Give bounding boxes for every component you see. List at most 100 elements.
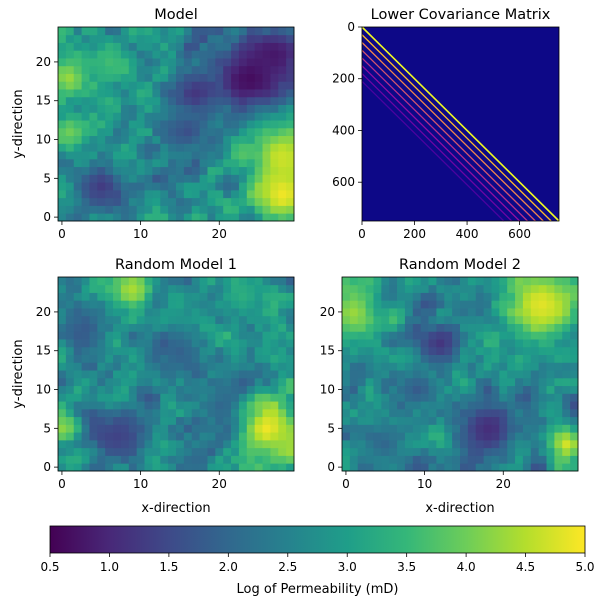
heatmap-cell bbox=[262, 377, 271, 387]
heatmap-cell bbox=[65, 197, 75, 206]
heatmap-cell bbox=[515, 432, 524, 441]
heatmap-cell bbox=[97, 58, 106, 67]
heatmap-cell bbox=[160, 292, 169, 301]
heatmap-cell bbox=[207, 292, 216, 301]
x-tick-label: 400 bbox=[456, 227, 479, 241]
heatmap-cell bbox=[365, 277, 374, 286]
heatmap-cell bbox=[507, 339, 516, 348]
heatmap-cell bbox=[499, 315, 508, 324]
heatmap-cell bbox=[507, 424, 516, 433]
heatmap-cell bbox=[278, 112, 287, 121]
heatmap-cell bbox=[270, 120, 279, 129]
heatmap-cell bbox=[168, 447, 177, 456]
heatmap-cell bbox=[467, 385, 477, 394]
heatmap-cell bbox=[136, 104, 145, 113]
heatmap-cell bbox=[223, 339, 232, 348]
heatmap-cell bbox=[381, 308, 390, 317]
heatmap-cell bbox=[58, 151, 67, 160]
y-tick-label: 5 bbox=[43, 421, 51, 435]
heatmap-cell bbox=[223, 135, 232, 144]
x-tick-label: 0 bbox=[58, 227, 66, 241]
heatmap-cell bbox=[105, 455, 114, 464]
heatmap-cell bbox=[460, 393, 469, 402]
heatmap-cell bbox=[113, 346, 122, 355]
heatmap-cell bbox=[270, 455, 279, 464]
heatmap-cell bbox=[522, 284, 532, 293]
heatmap-cell bbox=[452, 308, 461, 317]
heatmap-cell bbox=[278, 58, 287, 67]
heatmap-cell bbox=[105, 42, 114, 51]
heatmap-cell bbox=[246, 284, 256, 293]
heatmap-cell bbox=[160, 408, 169, 418]
heatmap-cell bbox=[65, 96, 75, 105]
heatmap-cell bbox=[357, 315, 366, 324]
heatmap-cell bbox=[246, 370, 256, 379]
heatmap-cell bbox=[176, 120, 185, 129]
heatmap-cell bbox=[160, 362, 169, 371]
heatmap-cell bbox=[428, 362, 437, 371]
heatmap-cell bbox=[412, 401, 422, 410]
heatmap-cell bbox=[168, 432, 177, 441]
heatmap-cell bbox=[238, 439, 248, 449]
heatmap-cell bbox=[136, 331, 145, 340]
heatmap-cell bbox=[168, 315, 177, 324]
heatmap-cell bbox=[160, 34, 169, 43]
heatmap-cell bbox=[238, 65, 248, 74]
heatmap-cell bbox=[136, 58, 145, 67]
heatmap-cell bbox=[404, 362, 414, 371]
heatmap-cell bbox=[97, 292, 106, 301]
heatmap-cell bbox=[97, 158, 106, 168]
heatmap-cell bbox=[254, 96, 263, 105]
heatmap-cell bbox=[373, 424, 382, 433]
heatmap-cell bbox=[73, 439, 82, 449]
heatmap-cell bbox=[105, 424, 114, 433]
heatmap-cell bbox=[65, 81, 75, 90]
heatmap-cell bbox=[160, 377, 169, 387]
heatmap-cell bbox=[460, 424, 469, 433]
heatmap-cell bbox=[120, 385, 130, 394]
heatmap-cell bbox=[81, 58, 90, 67]
heatmap-cell bbox=[160, 385, 169, 394]
heatmap-cell bbox=[397, 315, 406, 324]
heatmap-cell bbox=[254, 385, 263, 394]
heatmap-cell bbox=[81, 323, 90, 332]
heatmap-cell bbox=[475, 323, 484, 332]
heatmap-cell bbox=[144, 205, 153, 214]
heatmap-cell bbox=[73, 197, 82, 206]
heatmap-cell bbox=[278, 408, 287, 418]
heatmap-cell bbox=[483, 354, 492, 363]
panel-title: Random Model 1 bbox=[115, 257, 237, 273]
heatmap-cell bbox=[562, 401, 571, 410]
heatmap-cell bbox=[397, 370, 406, 379]
heatmap-cell bbox=[113, 81, 122, 90]
heatmap-cell bbox=[176, 346, 185, 355]
heatmap-cell bbox=[73, 385, 82, 394]
heatmap-cell bbox=[183, 362, 193, 371]
heatmap-cell bbox=[381, 455, 390, 464]
heatmap-cell bbox=[444, 463, 453, 472]
heatmap-cell bbox=[120, 65, 130, 74]
heatmap-cell bbox=[176, 331, 185, 340]
heatmap-cell bbox=[412, 331, 422, 340]
heatmap-cell bbox=[262, 277, 271, 286]
heatmap-cell bbox=[238, 158, 248, 168]
heatmap-cell bbox=[191, 292, 200, 301]
heatmap-cell bbox=[428, 416, 437, 425]
heatmap-cell bbox=[89, 81, 98, 90]
heatmap-cell bbox=[270, 34, 279, 43]
heatmap-cell bbox=[89, 213, 98, 222]
heatmap-cell bbox=[128, 89, 138, 98]
heatmap-cell bbox=[81, 151, 90, 160]
heatmap-cell bbox=[483, 300, 492, 309]
heatmap-cell bbox=[491, 331, 500, 340]
heatmap-cell bbox=[238, 362, 248, 371]
heatmap-cell bbox=[73, 27, 82, 36]
heatmap-cell bbox=[278, 34, 287, 43]
heatmap-cell bbox=[152, 189, 161, 199]
heatmap-cell bbox=[207, 362, 216, 371]
heatmap-cell bbox=[73, 89, 82, 98]
heatmap-cell bbox=[381, 447, 390, 456]
heatmap-cell bbox=[515, 292, 524, 301]
heatmap-cell bbox=[120, 151, 130, 160]
heatmap-cell bbox=[570, 424, 579, 433]
